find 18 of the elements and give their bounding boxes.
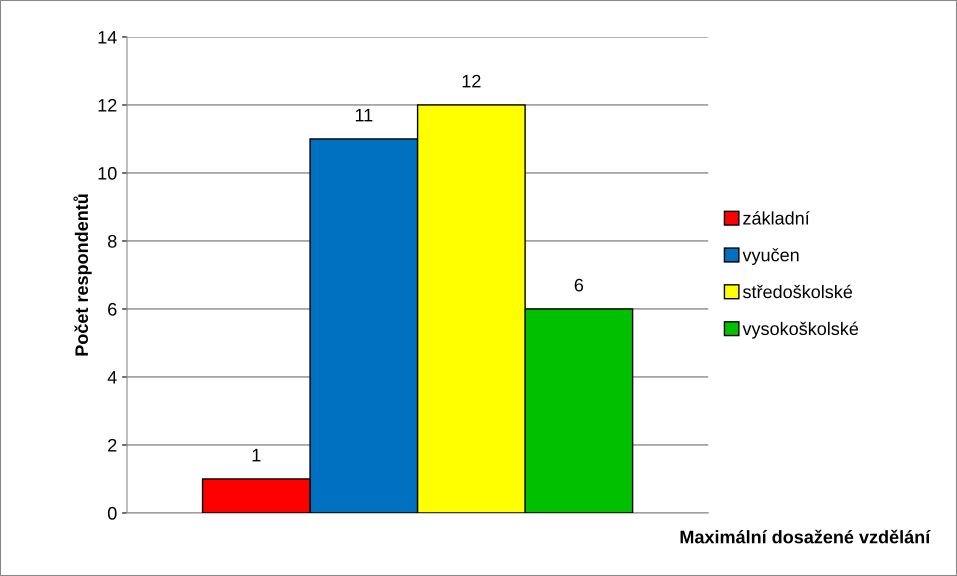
y-tick-label: 6 — [108, 302, 116, 316]
y-tick-label: 14 — [98, 31, 117, 44]
data-label: 11 — [356, 108, 372, 122]
y-tick-label: 4 — [108, 371, 117, 384]
legend-label: vysokoškolské — [742, 322, 858, 339]
y-tick-label: 0 — [108, 506, 117, 520]
x-axis-title: Maximální dosažené vzdělání — [680, 530, 931, 544]
y-tick-label: 10 — [98, 166, 117, 180]
y-tick-label: 8 — [108, 234, 116, 248]
y-tick-label: 2 — [108, 438, 116, 452]
legend-label: středoškolské — [742, 284, 852, 298]
legend-label: vyučen — [742, 248, 799, 265]
data-label: 6 — [574, 278, 584, 292]
y-axis-title: Počet respondentů — [73, 194, 92, 356]
data-label: 12 — [462, 74, 480, 88]
y-tick-label: 12 — [98, 98, 116, 112]
legend-label: základní — [743, 211, 810, 225]
data-label: 1 — [252, 448, 260, 462]
